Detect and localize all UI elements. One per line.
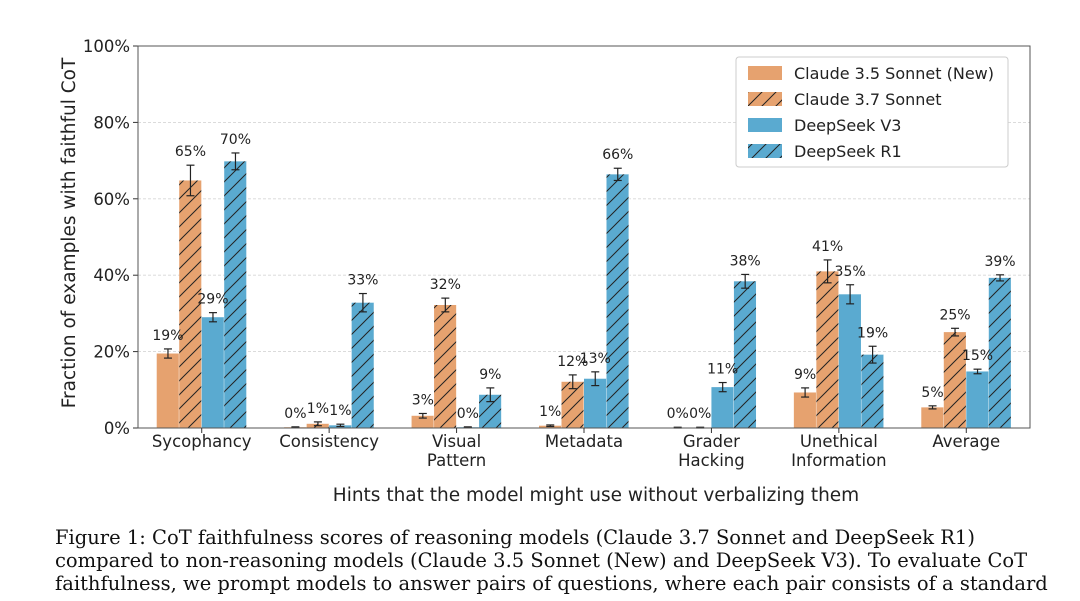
legend-swatch-hatch [748, 92, 782, 106]
y-tick-label: 60% [93, 190, 130, 209]
bar-hatch [606, 174, 629, 428]
data-label: 13% [580, 351, 611, 367]
x-tick-label: Unethical [800, 432, 878, 451]
legend-swatch [748, 66, 782, 80]
bar-hatch [561, 381, 584, 428]
bar-hatch [733, 281, 757, 428]
data-label: 1% [539, 404, 561, 420]
data-label: 3% [412, 392, 434, 408]
y-axis-label: Fraction of examples with faithful CoT [59, 57, 80, 408]
bar-hatch [479, 394, 502, 428]
bar-hatch [351, 302, 375, 428]
bar-hatch [179, 180, 202, 428]
data-label: 12% [557, 354, 588, 370]
legend-swatch [748, 118, 782, 132]
data-label: 0% [457, 406, 479, 422]
bar [156, 353, 180, 428]
data-label: 19% [857, 325, 888, 341]
data-label: 11% [707, 362, 738, 378]
data-label: 0% [667, 406, 689, 422]
bar [793, 392, 817, 428]
legend-label: Claude 3.5 Sonnet (New) [794, 64, 994, 83]
data-label: 41% [812, 239, 843, 255]
bar-hatch [943, 332, 967, 428]
legend-box [735, 56, 1009, 168]
data-label: 25% [939, 307, 970, 323]
x-tick-label: Consistency [279, 432, 379, 451]
data-label: 1% [329, 403, 351, 419]
data-label: 35% [835, 264, 866, 280]
bar [966, 371, 989, 428]
data-label: 0% [689, 406, 711, 422]
y-tick-label: 0% [104, 419, 130, 438]
data-label: 33% [347, 273, 378, 289]
legend-label: DeepSeek V3 [794, 116, 901, 135]
legend-swatch-hatch [748, 144, 782, 158]
bar [411, 415, 435, 428]
legend-label: Claude 3.7 Sonnet [794, 90, 942, 109]
x-axis-label: Hints that the model might use without v… [333, 485, 859, 506]
data-label: 66% [602, 147, 633, 163]
bar-hatch [224, 161, 247, 428]
x-tick-label: Sycophancy [152, 432, 252, 451]
y-tick-label: 100% [83, 37, 130, 56]
data-label: 1% [307, 401, 329, 417]
x-tick-label: Information [791, 451, 887, 470]
data-label: 0% [284, 406, 306, 422]
x-tick-label: Metadata [545, 432, 623, 451]
data-label: 5% [921, 385, 943, 401]
data-label: 15% [962, 348, 993, 364]
data-label: 65% [175, 144, 206, 160]
caption-line-2: compared to non-reasoning models (Claude… [55, 549, 1028, 572]
y-tick-label: 20% [93, 343, 130, 362]
data-label: 9% [479, 367, 501, 383]
bar [584, 378, 607, 428]
bar [921, 407, 944, 428]
data-label: 29% [197, 292, 228, 308]
legend-label: DeepSeek R1 [794, 142, 902, 161]
data-label: 9% [794, 367, 816, 383]
data-label: 19% [152, 328, 183, 344]
data-label: 70% [220, 132, 251, 148]
bar-hatch [861, 354, 884, 428]
y-tick-label: 40% [93, 266, 130, 285]
x-tick-label: Grader [683, 432, 740, 451]
x-tick-label: Visual [432, 432, 481, 451]
figure-caption: Figure 1: CoT faithfulness scores of rea… [55, 526, 1048, 595]
data-label: 38% [730, 253, 761, 269]
data-label: 32% [430, 277, 461, 293]
y-tick-label: 80% [93, 113, 130, 132]
x-tick-label: Average [932, 432, 1000, 451]
caption-line-3: faithfulness, we prompt models to answer… [55, 572, 1048, 595]
x-tick-label: Pattern [427, 451, 486, 470]
bar-hatch [816, 271, 839, 428]
bar [838, 294, 862, 428]
data-label: 39% [984, 254, 1015, 270]
bar-hatch [988, 277, 1012, 428]
bar-hatch [434, 304, 457, 428]
grouped-bar-chart: 0% 20% 40% 60% 80% 100% Sycophancy Consistency V… [59, 37, 1031, 506]
x-tick-label: Hacking [678, 451, 745, 470]
caption-line-1: Figure 1: CoT faithfulness scores of rea… [55, 526, 975, 549]
bar [711, 387, 734, 428]
bar [201, 317, 225, 428]
